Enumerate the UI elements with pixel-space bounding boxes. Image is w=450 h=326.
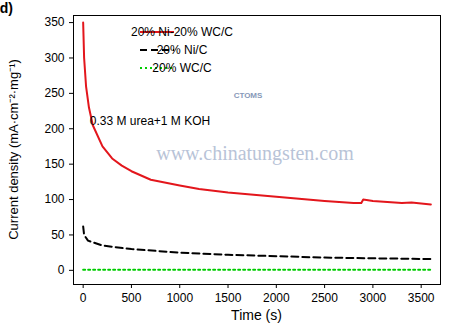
svg-text:1500: 1500	[215, 291, 242, 305]
svg-text:0: 0	[58, 263, 65, 277]
svg-text:150: 150	[44, 157, 64, 171]
svg-text:20% Ni/C: 20% Ni/C	[157, 43, 208, 57]
svg-text:20% WC/C: 20% WC/C	[152, 61, 212, 75]
svg-text:250: 250	[44, 86, 64, 100]
svg-text:1000: 1000	[166, 291, 193, 305]
svg-text:3500: 3500	[408, 291, 435, 305]
svg-text:Time (s): Time (s)	[231, 307, 282, 323]
svg-text:300: 300	[44, 51, 64, 65]
svg-text:0.33 M urea+1 M KOH: 0.33 M urea+1 M KOH	[90, 114, 210, 128]
svg-text:(d): (d)	[0, 0, 13, 16]
svg-text:200: 200	[44, 122, 64, 136]
svg-text:Current density (mA·cm⁻²·mg⁻¹): Current density (mA·cm⁻²·mg⁻¹)	[6, 59, 21, 240]
svg-text:CTOMS: CTOMS	[234, 91, 263, 100]
svg-text:www.chinatungsten.com: www.chinatungsten.com	[156, 142, 354, 165]
svg-text:2000: 2000	[263, 291, 290, 305]
svg-text:50: 50	[51, 228, 65, 242]
svg-text:0: 0	[80, 291, 87, 305]
svg-text:2500: 2500	[311, 291, 338, 305]
svg-text:20% Ni-20% WC/C: 20% Ni-20% WC/C	[131, 25, 233, 39]
svg-text:350: 350	[44, 15, 64, 29]
svg-text:100: 100	[44, 192, 64, 206]
svg-text:3000: 3000	[360, 291, 387, 305]
svg-text:500: 500	[121, 291, 141, 305]
